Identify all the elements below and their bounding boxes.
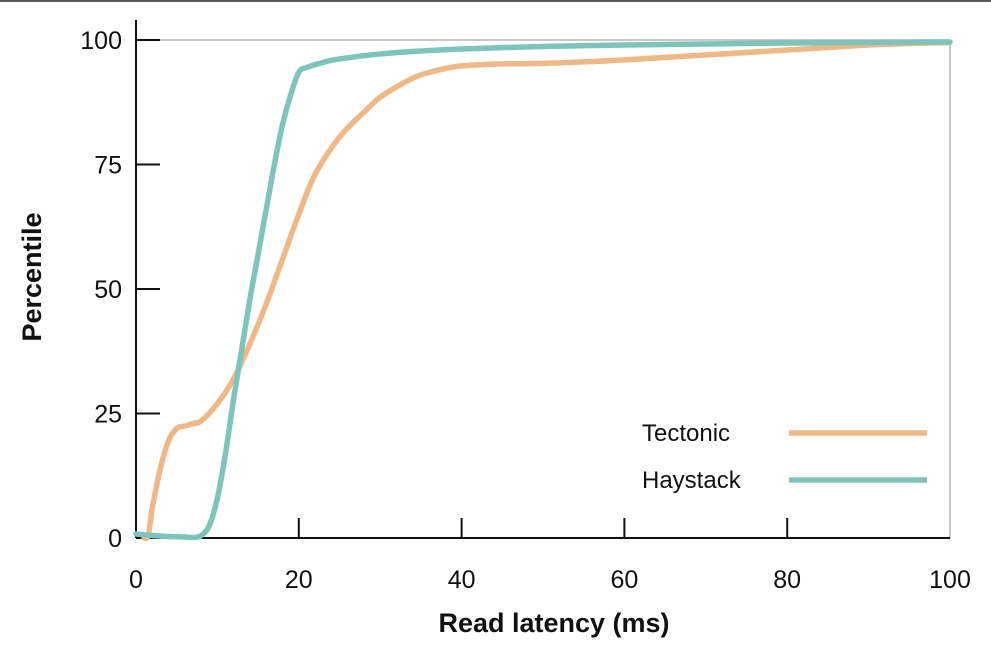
x-tick-label: 20: [285, 566, 313, 594]
x-tick-label: 0: [129, 566, 143, 594]
x-tick-label: 40: [448, 566, 476, 594]
x-tick-label: 80: [773, 566, 801, 594]
legend-label-haystack: Haystack: [642, 467, 742, 494]
x-axis-title: Read latency (ms): [438, 608, 669, 638]
x-tick-label: 100: [929, 566, 971, 594]
legend-label-tectonic: Tectonic: [642, 420, 730, 447]
y-tick-label: 50: [94, 276, 122, 304]
y-tick-label: 25: [94, 401, 122, 429]
y-tick-label: 100: [80, 27, 122, 55]
series-layer: [133, 39, 953, 542]
x-tick-label: 60: [610, 566, 638, 594]
axes: 0 25 50 75 100 0 20 40 60 80 100: [80, 20, 971, 594]
series-line-tectonic: [141, 39, 953, 542]
y-tick-label: 75: [94, 152, 122, 180]
y-axis-title: Percentile: [17, 212, 47, 341]
y-tick-label: 0: [108, 525, 122, 553]
series-line-haystack: [133, 39, 953, 541]
legend: Tectonic Haystack: [642, 420, 927, 494]
